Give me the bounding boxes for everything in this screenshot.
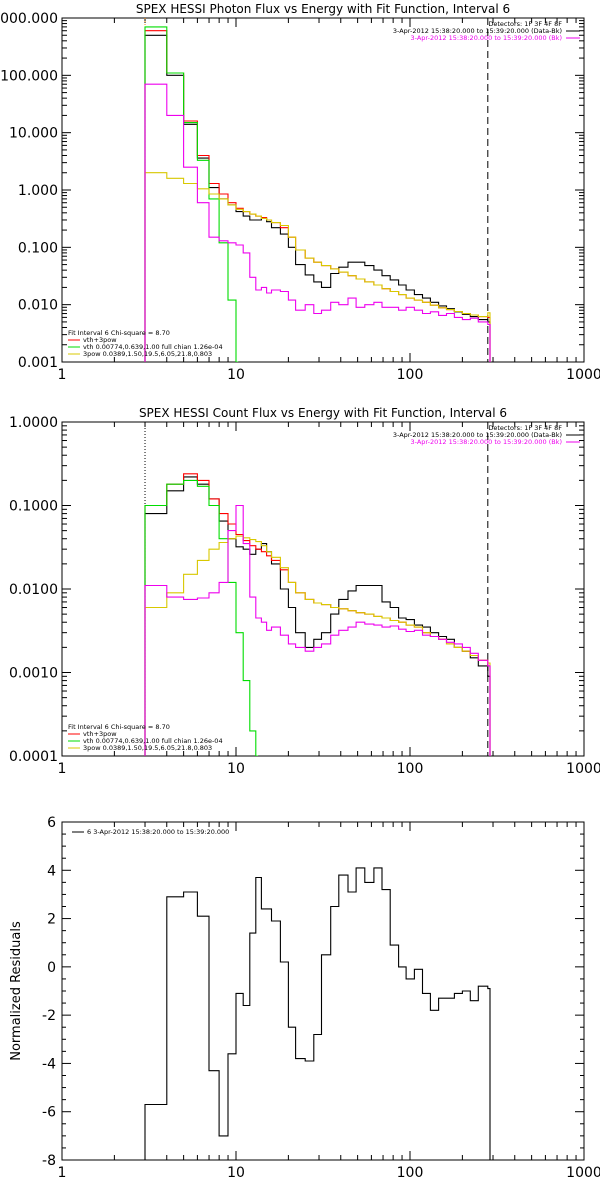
y-tick-label: 100.000 bbox=[0, 68, 58, 84]
legend-top-right-entry: 3-Apr-2012 15:38:20.000 to 15:39:20.000 … bbox=[393, 27, 562, 35]
legend-bottom-left-entry: Fit Interval 6 Chi-square = 8.70 bbox=[68, 329, 170, 337]
series-bk bbox=[144, 83, 491, 362]
series-3pow bbox=[144, 535, 491, 756]
legend-top-right-entry: 3-Apr-2012 15:38:20.000 to 15:39:20.000 … bbox=[411, 34, 562, 42]
series-vth bbox=[144, 479, 259, 756]
x-axis: 1 10 100 1000 bbox=[58, 422, 600, 777]
y-tick-label: -6 bbox=[42, 1105, 56, 1121]
x-tick-label: 1 bbox=[58, 1165, 67, 1181]
legend-bottom-left-entry: vth 0.00774,0.639,1.00 full chian 1.26e-… bbox=[83, 737, 223, 745]
series-vth bbox=[144, 26, 239, 362]
y-tick-label: 0.1000 bbox=[9, 499, 58, 515]
chart-title: SPEX HESSI Count Flux vs Energy with Fit… bbox=[139, 406, 507, 420]
legend-bottom-left-entry: 3pow 0.0389,1.50,19.5,6.05,21.8,0.803 bbox=[83, 744, 212, 752]
legend-top-right-entry: 3-Apr-2012 15:38:20.000 to 15:39:20.000 … bbox=[411, 438, 562, 446]
y-tick-label: -2 bbox=[42, 1008, 56, 1024]
plot-frame bbox=[61, 421, 585, 757]
legend-bottom-left-entry: vth+3pow bbox=[83, 730, 117, 738]
x-tick-label: 100 bbox=[397, 761, 424, 777]
y-tick-label: -4 bbox=[42, 1056, 56, 1072]
legend-bottom-left-entry: vth+3pow bbox=[83, 336, 117, 344]
chart-title: SPEX HESSI Photon Flux vs Energy with Fi… bbox=[136, 2, 510, 16]
chart-panel-3: 1 10 100 1000 -8 -6 -4 -2 0 2 4 6 Normalized Residua… bbox=[9, 815, 600, 1181]
y-axis: 0.001 0.010 0.100 1.000 10.000 100.000 000.000 bbox=[0, 11, 584, 371]
x-tick-label: 10 bbox=[227, 761, 245, 777]
x-tick-label: 10 bbox=[227, 1165, 245, 1181]
x-tick-label: 100 bbox=[397, 367, 424, 383]
x-axis: 1 10 100 1000 bbox=[58, 822, 600, 1181]
y-tick-label: 0.010 bbox=[18, 298, 58, 314]
series-vth-3pow bbox=[144, 473, 491, 756]
x-tick-label: 1000 bbox=[566, 1165, 600, 1181]
legend-top-right-entry: Detectors: 1F 3F 4F 8F bbox=[488, 20, 562, 28]
y-tick-label: 0 bbox=[47, 960, 56, 976]
x-tick-label: 100 bbox=[397, 1165, 424, 1181]
series-bk bbox=[144, 504, 491, 756]
series-group bbox=[144, 18, 491, 362]
y-tick-label: 000.000 bbox=[0, 11, 58, 27]
y-tick-label: 0.0001 bbox=[9, 749, 58, 765]
legend-top-right-entry: Detectors: 1F 3F 4F 8F bbox=[488, 424, 562, 432]
x-tick-label: 1000 bbox=[566, 761, 600, 777]
x-tick-label: 10 bbox=[227, 367, 245, 383]
y-tick-label: 6 bbox=[47, 815, 56, 831]
legend-top-left-entry: 6 3-Apr-2012 15:38:20.000 to 15:39:20.00… bbox=[87, 828, 229, 836]
x-axis: 1 10 100 1000 bbox=[58, 18, 600, 383]
y-tick-label: 0.0010 bbox=[9, 666, 58, 682]
x-tick-label: 1000 bbox=[566, 367, 600, 383]
y-tick-label: 10.000 bbox=[9, 126, 58, 142]
chart-panel-1: SPEX HESSI Photon Flux vs Energy with Fi… bbox=[0, 2, 600, 383]
series-group bbox=[144, 867, 491, 1160]
x-tick-label: 1 bbox=[58, 761, 67, 777]
chart-panel-2: SPEX HESSI Count Flux vs Energy with Fit… bbox=[9, 406, 600, 777]
legend-bottom-left-entry: vth 0.00774,0.639,1.00 full chian 1.26e-… bbox=[83, 343, 223, 351]
y-tick-label: 1.0000 bbox=[9, 415, 58, 431]
x-tick-label: 1 bbox=[58, 367, 67, 383]
y-tick-label: 0.100 bbox=[18, 240, 58, 256]
legend-bottom-left-entry: 3pow 0.0389,1.50,19.5,6.05,21.8,0.803 bbox=[83, 350, 212, 358]
y-tick-label: -8 bbox=[42, 1153, 56, 1169]
series-3pow bbox=[144, 172, 491, 362]
y-tick-label: 0.0100 bbox=[9, 582, 58, 598]
y-tick-label: 0.001 bbox=[18, 355, 58, 371]
y-tick-label: 1.000 bbox=[18, 183, 58, 199]
legend-top-right-entry: 3-Apr-2012 15:38:20.000 to 15:39:20.000 … bbox=[393, 431, 562, 439]
legend-bottom-left-entry: Fit Interval 6 Chi-square = 8.70 bbox=[68, 723, 170, 731]
y-tick-label: 2 bbox=[47, 912, 56, 928]
plot-frame bbox=[61, 821, 585, 1161]
y-axis: 0.0001 0.0010 0.0100 0.1000 1.0000 bbox=[9, 415, 584, 765]
series-data-bk bbox=[144, 476, 491, 756]
series-6 bbox=[144, 867, 491, 1160]
y-axis-label: Normalized Residuals bbox=[9, 921, 24, 1061]
y-tick-label: 4 bbox=[47, 863, 56, 879]
series-group bbox=[144, 422, 491, 756]
y-axis: -8 -6 -4 -2 0 2 4 6 bbox=[42, 815, 584, 1169]
